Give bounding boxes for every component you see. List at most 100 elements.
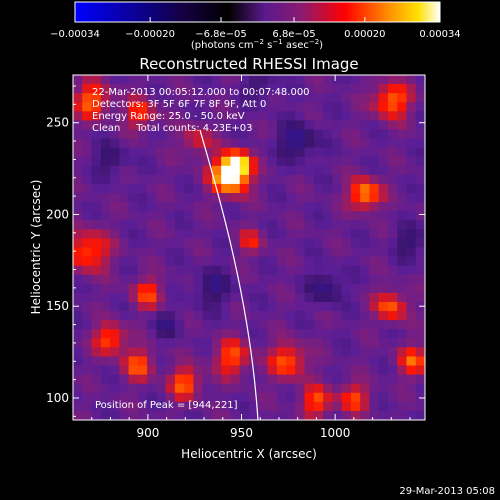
solar-limb-line <box>199 129 259 420</box>
heatmap-pixel <box>387 193 398 203</box>
heatmap-pixel <box>295 401 306 412</box>
heatmap-pixel <box>276 120 287 131</box>
heatmap-pixel <box>397 383 408 394</box>
heatmap-pixel <box>267 84 278 94</box>
heatmap-pixel <box>82 374 93 385</box>
heatmap-pixel <box>211 401 222 412</box>
heatmap-pixel <box>369 265 380 276</box>
heatmap-pixel <box>341 392 352 403</box>
x-tick-label: 1000 <box>320 426 351 440</box>
heatmap-pixel <box>82 265 93 276</box>
heatmap-pixel <box>230 156 241 167</box>
heatmap-pixel <box>258 211 269 221</box>
heatmap-pixel <box>193 329 204 339</box>
heatmap-pixel <box>174 211 185 221</box>
heatmap-pixel <box>174 220 185 230</box>
peak-position-label: Position of Peak = [944,221] <box>95 400 238 411</box>
heatmap-pixel <box>387 111 398 121</box>
heatmap-pixel <box>230 347 241 358</box>
heatmap-pixel <box>184 356 195 367</box>
heatmap-pixel <box>211 283 222 294</box>
heatmap-pixel <box>184 183 195 194</box>
heatmap-pixel <box>295 202 306 212</box>
heatmap-pixel <box>304 311 315 321</box>
heatmap-pixel <box>406 311 417 321</box>
heatmap-pixel <box>165 75 176 85</box>
heatmap-pixel <box>165 320 176 330</box>
heatmap-pixel <box>110 274 120 285</box>
heatmap-pixel <box>341 374 352 385</box>
heatmap-pixel <box>378 301 389 312</box>
heatmap-pixel <box>165 129 176 140</box>
heatmap-pixel <box>230 247 241 258</box>
heatmap-pixel <box>128 329 139 339</box>
heatmap-pixel <box>323 238 333 249</box>
heatmap-pixel <box>406 111 417 121</box>
heatmap-pixel <box>119 410 130 420</box>
heatmap-pixel <box>110 256 120 267</box>
heatmap-pixel <box>137 220 148 230</box>
heatmap-pixel <box>221 75 232 85</box>
heatmap-pixel <box>341 102 352 112</box>
heatmap-pixel <box>91 356 102 367</box>
heatmap-pixel <box>211 383 222 394</box>
heatmap-pixel <box>239 193 250 203</box>
heatmap-pixel <box>350 365 361 376</box>
heatmap-pixel <box>137 311 148 321</box>
heatmap-pixel <box>415 129 425 140</box>
heatmap-pixel <box>193 311 204 321</box>
heatmap-pixel <box>350 202 361 212</box>
heatmap-pixel <box>295 129 306 140</box>
heatmap-pixel <box>147 365 157 376</box>
heatmap-pixel <box>397 265 408 276</box>
heatmap-pixel <box>415 374 425 385</box>
colorbar-gradient <box>74 1 441 23</box>
heatmap-pixel <box>128 138 139 149</box>
heatmap-pixel <box>165 410 176 420</box>
heatmap-pixel <box>350 174 361 185</box>
heatmap-pixel <box>360 410 371 420</box>
heatmap-pixel <box>165 347 176 358</box>
y-axis-ticks: 100 150 200 250 <box>46 85 425 417</box>
heatmap-pixel <box>156 338 167 348</box>
heatmap-pixel <box>350 129 361 140</box>
heatmap-pixel <box>295 311 306 321</box>
heatmap-pixel <box>406 75 417 85</box>
heatmap-pixel <box>397 356 408 367</box>
heatmap-pixel <box>286 247 296 258</box>
heatmap-pixel <box>137 329 148 339</box>
heatmap-pixel <box>82 238 93 249</box>
heatmap-pixel <box>100 392 111 403</box>
heatmap-pixel <box>313 156 324 167</box>
heatmap-pixel <box>221 202 232 212</box>
heatmap-pixel <box>360 120 371 131</box>
heatmap-pixel <box>276 410 287 420</box>
heatmap-pixel <box>304 320 315 330</box>
heatmap-pixel <box>137 202 148 212</box>
heatmap-pixel <box>350 211 361 221</box>
heatmap-pixel <box>165 292 176 303</box>
heatmap-pixel <box>276 401 287 412</box>
heatmap-pixel <box>341 311 352 321</box>
heatmap-pixel <box>249 120 259 131</box>
heatmap-pixel <box>174 283 185 294</box>
heatmap-pixel <box>156 220 167 230</box>
heatmap-pixel <box>295 365 306 376</box>
heatmap-pixel <box>174 174 185 185</box>
heatmap-pixel <box>295 256 306 267</box>
heatmap-pixel <box>360 383 371 394</box>
heatmap-pixel <box>137 392 148 403</box>
heatmap-pixel <box>100 165 111 176</box>
heatmap-pixel <box>91 156 102 167</box>
heatmap-pixel <box>82 401 93 412</box>
heatmap-pixel <box>230 220 241 230</box>
heatmap-pixel <box>82 247 93 258</box>
heatmap-pixel <box>341 220 352 230</box>
heatmap-pixel <box>239 329 250 339</box>
heatmap-pixel <box>350 374 361 385</box>
heatmap-pixel <box>249 401 259 412</box>
heatmap-pixel <box>193 174 204 185</box>
heatmap-pixel <box>360 220 371 230</box>
heatmap-pixel <box>323 320 333 330</box>
heatmap-pixel <box>156 383 167 394</box>
